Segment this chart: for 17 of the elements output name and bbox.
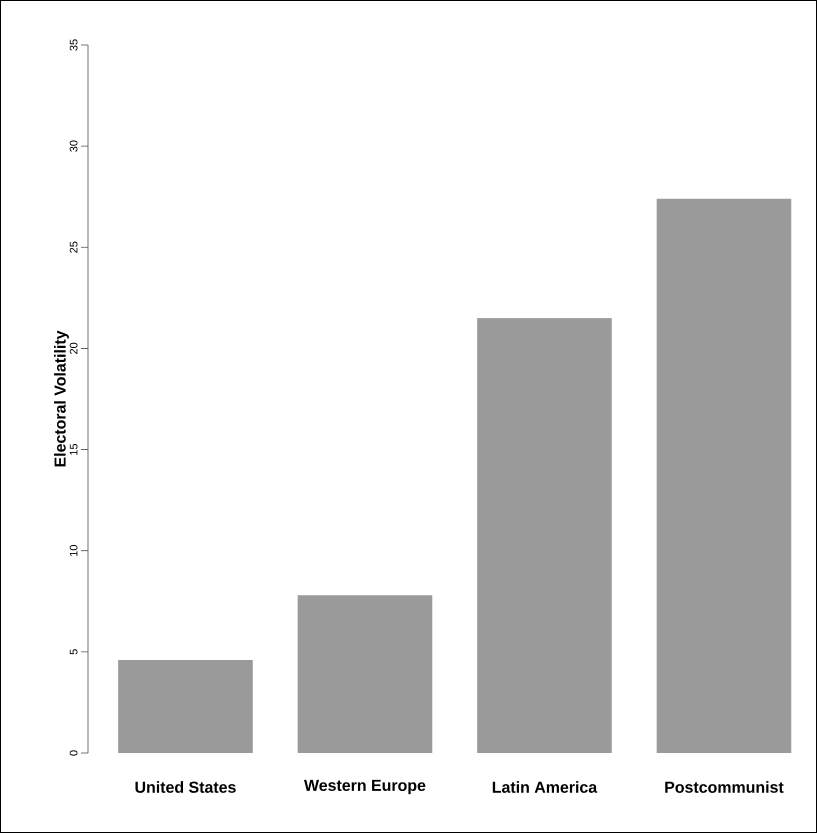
- bar: [477, 318, 612, 753]
- y-tick-label: 0: [70, 750, 78, 756]
- bar: [298, 595, 432, 753]
- y-tick-label: 10: [70, 545, 78, 556]
- y-axis-title: Electoral Volatility: [54, 330, 69, 466]
- y-tick-label: 30: [70, 140, 78, 152]
- x-tick-label: Latin America: [492, 781, 598, 793]
- y-tick-label: 35: [70, 39, 78, 51]
- y-tick-label: 20: [70, 342, 78, 354]
- bar: [118, 660, 253, 753]
- x-tick-label: Western Europe: [304, 780, 426, 794]
- y-tick-label: 25: [70, 242, 78, 253]
- y-tick-label: 15: [70, 444, 78, 455]
- x-tick-label: Postcommunist: [665, 781, 784, 793]
- y-tick-label: 5: [70, 649, 78, 654]
- bar: [656, 198, 792, 753]
- x-tick-label: United States: [135, 781, 236, 793]
